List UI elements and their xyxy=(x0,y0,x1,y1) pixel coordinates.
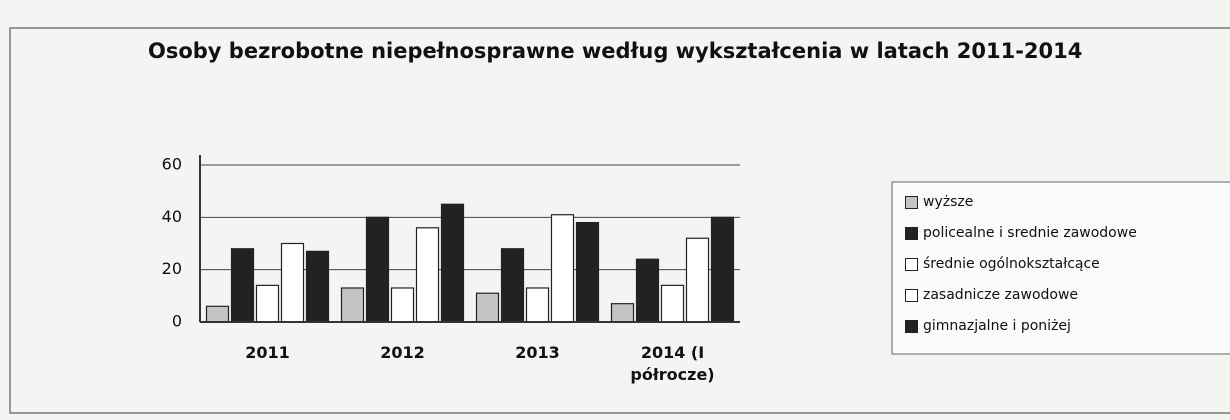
bar xyxy=(365,216,390,323)
legend-item: zasadnicze zawodowe xyxy=(905,287,1078,303)
y-tick-label: 60 xyxy=(162,155,182,174)
legend-item: gimnazjalne i poniżej xyxy=(905,318,1071,334)
bar xyxy=(305,250,330,323)
bar xyxy=(255,284,280,323)
bar xyxy=(710,216,735,323)
bar xyxy=(475,292,500,323)
bar xyxy=(280,242,305,323)
legend-swatch xyxy=(905,319,918,333)
legend-label: policealne i srednie zawodowe xyxy=(923,225,1137,241)
bar xyxy=(415,227,440,323)
y-tick-label: 40 xyxy=(162,207,182,226)
legend-label: wyższe xyxy=(923,194,974,210)
chart-title: Osoby bezrobotne niepełnosprawne według … xyxy=(148,39,1082,63)
legend-label: zasadnicze zawodowe xyxy=(923,287,1079,303)
legend-item: wyższe xyxy=(905,194,973,210)
y-tick-label: 20 xyxy=(162,259,182,278)
bar xyxy=(230,248,255,323)
bar xyxy=(390,287,415,323)
bar xyxy=(575,221,600,323)
legend-swatch xyxy=(905,288,918,302)
legend-item: średnie ogólnokształcące xyxy=(905,256,1100,272)
x-tick-label: 2014 (I półrocze) xyxy=(630,343,715,384)
bar xyxy=(340,287,365,323)
x-tick-label: 2012 xyxy=(380,343,425,362)
legend-swatch xyxy=(905,226,918,240)
bar xyxy=(205,305,230,323)
bar xyxy=(550,214,575,323)
frame xyxy=(9,27,1230,414)
bar xyxy=(525,287,550,323)
bar xyxy=(500,248,525,323)
bar xyxy=(635,258,660,323)
x-tick-label: 2011 xyxy=(245,343,290,362)
legend-item: policealne i srednie zawodowe xyxy=(905,225,1137,241)
legend-label: gimnazjalne i poniżej xyxy=(923,318,1071,334)
bar xyxy=(660,284,685,323)
bar xyxy=(440,203,465,323)
x-tick-label: 2013 xyxy=(515,343,560,362)
legend-swatch xyxy=(905,195,918,209)
legend-label: średnie ogólnokształcące xyxy=(923,256,1100,272)
legend-swatch xyxy=(905,257,918,271)
y-tick-label: 0 xyxy=(172,312,182,331)
bar xyxy=(610,303,635,323)
legend-box xyxy=(891,181,1230,355)
bar xyxy=(685,237,710,323)
